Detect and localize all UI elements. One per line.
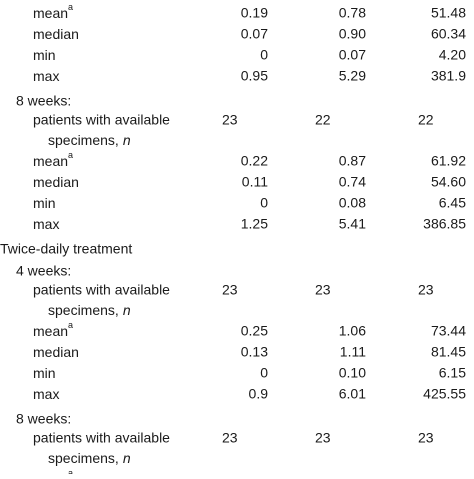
row-label-text: max: [33, 216, 59, 232]
cell: 5.29: [339, 68, 366, 84]
row-label: meana: [33, 2, 73, 20]
section-heading: Twice-daily treatment: [0, 241, 132, 257]
cell: 425.55: [423, 386, 466, 402]
row-label: specimens, n: [48, 450, 131, 466]
row-label: min: [33, 365, 56, 381]
cell: 73.44: [431, 323, 466, 339]
cell: 23: [222, 430, 238, 446]
row-label-text: min: [33, 47, 56, 63]
cell: 54.60: [431, 174, 466, 190]
cell: 0.07: [339, 47, 366, 63]
row-label-text: mean: [33, 5, 68, 21]
row-label-italic: n: [123, 302, 131, 318]
row-label: patients with available: [33, 112, 170, 128]
cell: 1.06: [339, 323, 366, 339]
cell: 0.87: [339, 153, 366, 169]
cell: 0.10: [339, 365, 366, 381]
cell: 61.92: [431, 153, 466, 169]
cell: 4.20: [439, 47, 466, 63]
row-label: min: [33, 47, 56, 63]
row-label-text: max: [33, 68, 59, 84]
row-label: meana: [33, 468, 73, 474]
cell: 0: [260, 365, 268, 381]
cell: 1.11: [340, 344, 366, 360]
superscript: a: [68, 468, 73, 474]
row-label-text: specimens,: [48, 450, 119, 466]
cell: 6.01: [339, 386, 366, 402]
row-label: meana: [33, 320, 73, 338]
row-label: specimens, n: [48, 302, 131, 318]
row-label: median: [33, 344, 79, 360]
cell: 386.85: [423, 216, 466, 232]
cell: 0.90: [339, 26, 366, 42]
cell: 23: [418, 282, 434, 298]
cell: 0: [260, 195, 268, 211]
row-label: max: [33, 216, 59, 232]
cell: 22: [315, 112, 331, 128]
row-label-text: specimens,: [48, 302, 119, 318]
cell: 0.11: [242, 174, 268, 190]
row-label: median: [33, 174, 79, 190]
cell: 22: [418, 112, 434, 128]
row-label-text: min: [33, 365, 56, 381]
cell: 0.19: [241, 5, 268, 21]
superscript: a: [68, 320, 73, 330]
cell: 23: [315, 282, 331, 298]
superscript: a: [68, 150, 73, 160]
cell: 51.48: [431, 5, 466, 21]
cell: 381.9: [431, 68, 466, 84]
row-label-text: mean: [33, 153, 68, 169]
row-label: specimens, n: [48, 132, 131, 148]
cell: 0.95: [241, 68, 268, 84]
cell: 5.41: [339, 216, 366, 232]
row-label: max: [33, 68, 59, 84]
row-label-text: median: [33, 26, 79, 42]
cell: 60.34: [431, 26, 466, 42]
row-label-text: mean: [33, 323, 68, 339]
row-label-text: max: [33, 386, 59, 402]
cell: 0.08: [339, 195, 366, 211]
subsection-heading: 4 weeks:: [16, 263, 71, 279]
cell: 23: [222, 282, 238, 298]
cell: 81.45: [431, 344, 466, 360]
row-label: max: [33, 386, 59, 402]
cell: 23: [418, 430, 434, 446]
subsection-heading: 8 weeks:: [16, 93, 71, 109]
cell: 0: [260, 47, 268, 63]
cell: 0.13: [241, 344, 268, 360]
cell: 0.25: [241, 323, 268, 339]
row-label-text: median: [33, 174, 79, 190]
cell: 0.9: [249, 386, 269, 402]
cell: 23: [315, 430, 331, 446]
row-label: min: [33, 195, 56, 211]
cell: 6.45: [439, 195, 466, 211]
cell: 23: [222, 112, 238, 128]
cell: 0.22: [241, 153, 268, 169]
cell: 0.78: [339, 5, 366, 21]
row-label: median: [33, 26, 79, 42]
row-label: meana: [33, 150, 73, 168]
row-label-italic: n: [123, 132, 131, 148]
row-label-text: min: [33, 195, 56, 211]
cell: 6.15: [439, 365, 466, 381]
subsection-heading: 8 weeks:: [16, 411, 71, 427]
row-label-text: specimens,: [48, 132, 119, 148]
cell: 1.25: [241, 216, 268, 232]
row-label: patients with available: [33, 282, 170, 298]
row-label-italic: n: [123, 450, 131, 466]
row-label: patients with available: [33, 430, 170, 446]
cell: 0.74: [339, 174, 366, 190]
row-label-text: median: [33, 344, 79, 360]
cell: 0.07: [241, 26, 268, 42]
superscript: a: [68, 2, 73, 12]
